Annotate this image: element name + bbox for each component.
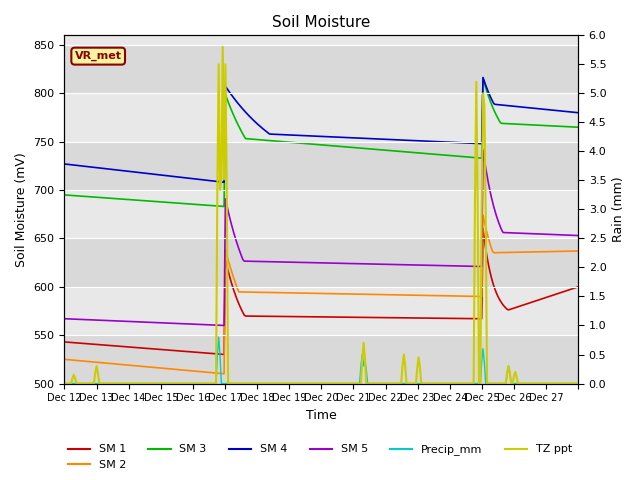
SM 3: [479, 75, 487, 81]
SM 4: [326, 134, 334, 140]
Precip_mm: [572, 381, 579, 386]
SM 3: [78, 193, 86, 199]
Precip_mm: [215, 334, 223, 340]
SM 2: [220, 371, 228, 377]
SM 3: [94, 194, 102, 200]
SM 2: [575, 248, 582, 254]
SM 5: [506, 230, 514, 236]
SM 3: [506, 121, 514, 127]
X-axis label: Time: Time: [306, 409, 337, 422]
SM 5: [575, 233, 582, 239]
SM 5: [326, 260, 334, 266]
SM 2: [573, 248, 580, 254]
TZ ppt: [219, 44, 227, 50]
Bar: [65, 335, 579, 384]
Text: VR_met: VR_met: [75, 51, 122, 61]
SM 1: [94, 342, 102, 348]
SM 5: [61, 316, 68, 322]
SM 5: [78, 317, 86, 323]
SM 4: [78, 163, 86, 169]
SM 4: [506, 103, 514, 108]
SM 1: [326, 314, 334, 320]
SM 3: [573, 124, 580, 130]
SM 3: [61, 192, 68, 198]
Line: SM 4: SM 4: [65, 77, 579, 182]
SM 1: [220, 351, 228, 357]
Precip_mm: [61, 381, 68, 386]
Bar: [65, 142, 579, 190]
SM 2: [78, 358, 86, 364]
TZ ppt: [326, 381, 334, 386]
SM 5: [94, 317, 102, 323]
TZ ppt: [575, 381, 582, 386]
SM 1: [506, 307, 514, 312]
Precip_mm: [326, 381, 334, 386]
Legend: SM 1, SM 2, SM 3, SM 4, SM 5, Precip_mm, TZ ppt: SM 1, SM 2, SM 3, SM 4, SM 5, Precip_mm,…: [63, 440, 577, 474]
Y-axis label: Rain (mm): Rain (mm): [612, 177, 625, 242]
SM 3: [428, 151, 436, 157]
Line: SM 3: SM 3: [65, 78, 579, 206]
SM 4: [94, 165, 102, 171]
Bar: [65, 239, 579, 287]
SM 4: [220, 180, 228, 185]
Line: Precip_mm: Precip_mm: [65, 337, 579, 384]
SM 2: [428, 293, 436, 299]
Title: Soil Moisture: Soil Moisture: [272, 15, 371, 30]
SM 2: [61, 357, 68, 362]
SM 2: [506, 250, 514, 255]
Line: SM 5: SM 5: [65, 150, 579, 325]
Y-axis label: Soil Moisture (mV): Soil Moisture (mV): [15, 152, 28, 267]
SM 3: [326, 143, 334, 148]
TZ ppt: [61, 381, 68, 386]
TZ ppt: [94, 370, 102, 376]
SM 1: [479, 226, 487, 232]
SM 5: [220, 323, 228, 328]
SM 3: [575, 124, 582, 130]
Precip_mm: [575, 381, 582, 386]
SM 5: [428, 263, 436, 268]
TZ ppt: [428, 381, 436, 386]
TZ ppt: [505, 363, 513, 369]
Bar: [65, 45, 579, 94]
SM 4: [428, 139, 436, 144]
SM 3: [220, 204, 228, 209]
SM 1: [573, 284, 580, 290]
SM 1: [575, 284, 582, 290]
SM 4: [61, 161, 68, 167]
Precip_mm: [428, 381, 436, 386]
TZ ppt: [78, 381, 86, 386]
SM 2: [326, 291, 334, 297]
SM 2: [479, 212, 487, 218]
Line: TZ ppt: TZ ppt: [65, 47, 579, 384]
Precip_mm: [505, 363, 513, 369]
SM 4: [573, 110, 580, 116]
Line: SM 1: SM 1: [65, 229, 579, 354]
Line: SM 2: SM 2: [65, 215, 579, 374]
SM 4: [575, 110, 582, 116]
SM 1: [428, 315, 436, 321]
SM 5: [573, 233, 580, 239]
SM 1: [61, 339, 68, 345]
Precip_mm: [78, 381, 86, 386]
Precip_mm: [94, 381, 102, 386]
TZ ppt: [572, 381, 579, 386]
SM 5: [479, 147, 487, 153]
SM 2: [94, 360, 102, 365]
SM 1: [78, 340, 86, 346]
SM 4: [479, 74, 487, 80]
